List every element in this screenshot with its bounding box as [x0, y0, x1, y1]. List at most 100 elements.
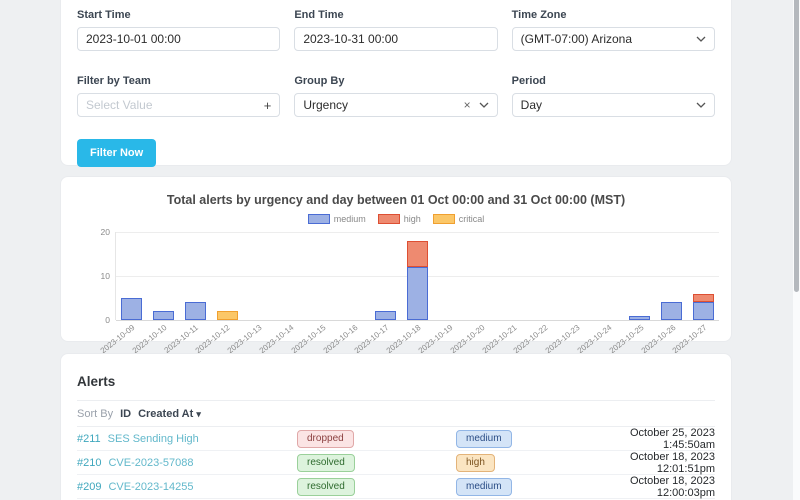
bar-slot: [592, 232, 624, 320]
start-time-input[interactable]: [77, 27, 281, 51]
filter-panel: Start Time End Time Time Zone (GMT-07:00…: [60, 0, 732, 167]
chart-title: Total alerts by urgency and day between …: [166, 193, 626, 207]
bar-segment-medium[interactable]: [660, 302, 682, 320]
group-by-value: Urgency: [303, 98, 349, 112]
stacked-bar-2023-10-10[interactable]: [153, 311, 175, 320]
bar-slot: [560, 232, 592, 320]
bar-segment-medium[interactable]: [407, 267, 428, 320]
alerts-panel: Alerts Sort By ID Created At ▾ #211 SES S…: [60, 353, 732, 500]
sort-option-id[interactable]: ID: [120, 407, 132, 420]
team-multiselect[interactable]: Select Value +: [77, 93, 281, 117]
stacked-bar-2023-10-11[interactable]: [184, 302, 206, 320]
time-zone-select[interactable]: (GMT-07:00) Arizona: [511, 27, 715, 51]
legend-item-high[interactable]: high: [377, 214, 421, 224]
x-axis-slot: 2023-10-27: [671, 320, 719, 355]
bar-slots: [116, 232, 719, 320]
alert-status-cell: resolved: [297, 477, 456, 496]
y-axis-tick-label: 20: [100, 227, 110, 237]
bar-slot: [275, 232, 307, 320]
bar-slot: [465, 232, 497, 320]
scrollbar-thumb[interactable]: [794, 0, 799, 292]
alert-urgency-cell: medium: [456, 477, 616, 496]
period-value: Day: [520, 98, 542, 112]
bar-slot: [402, 232, 434, 320]
alert-id-cell: #210 CVE-2023-57088: [77, 457, 297, 469]
bar-slot: [655, 232, 687, 320]
alert-id-link[interactable]: #210: [77, 456, 102, 469]
sort-caret-icon: ▾: [196, 408, 201, 419]
legend-label: medium: [333, 214, 366, 224]
legend-item-critical[interactable]: critical: [432, 214, 484, 224]
alert-row: #210 CVE-2023-57088 resolved high October 18…: [77, 451, 715, 475]
stacked-bar-2023-10-09[interactable]: [121, 298, 143, 320]
end-time-label: End Time: [294, 9, 344, 21]
start-time-label: Start Time: [77, 9, 131, 21]
bar-slot: [243, 232, 275, 320]
legend-swatch-icon: [377, 214, 400, 224]
legend-item-medium[interactable]: medium: [307, 214, 366, 224]
start-time-field: Start Time: [77, 9, 281, 51]
alert-id-link[interactable]: #209: [77, 480, 102, 493]
bar-segment-medium[interactable]: [153, 311, 175, 320]
y-axis-tick-label: 0: [105, 315, 110, 325]
stacked-bar-2023-10-26[interactable]: [660, 302, 682, 320]
urgency-badge: high: [456, 453, 495, 472]
period-field: Period Day: [511, 75, 715, 117]
alert-title-link[interactable]: CVE-2023-14255: [108, 480, 194, 493]
stacked-bar-2023-10-25[interactable]: [629, 315, 651, 320]
stacked-bar-2023-10-27[interactable]: [692, 293, 714, 320]
alert-title-link[interactable]: CVE-2023-57088: [108, 456, 194, 469]
legend-label: high: [403, 214, 421, 224]
filter-now-button[interactable]: Filter Now: [77, 139, 157, 167]
end-time-input[interactable]: [294, 27, 498, 51]
alerts-heading: Alerts: [77, 374, 715, 401]
clear-icon[interactable]: ×: [463, 98, 471, 112]
period-label: Period: [511, 75, 546, 87]
bar-slot: [179, 232, 211, 320]
bar-slot: [370, 232, 402, 320]
group-by-select[interactable]: Urgency ×: [294, 93, 498, 117]
bar-segment-high[interactable]: [692, 293, 714, 303]
stacked-bar-2023-10-12[interactable]: [216, 311, 238, 320]
scrollbar-track: [793, 0, 800, 500]
bar-segment-medium[interactable]: [629, 315, 651, 320]
period-select[interactable]: Day: [511, 93, 715, 117]
group-by-label: Group By: [294, 75, 345, 87]
bar-segment-medium[interactable]: [121, 298, 143, 320]
end-time-field: End Time: [294, 9, 498, 51]
bar-segment-medium[interactable]: [375, 311, 397, 320]
alert-title-link[interactable]: SES Sending High: [107, 432, 199, 445]
y-axis-tick-label: 10: [100, 271, 110, 281]
bar-slot: [306, 232, 338, 320]
alert-id-link[interactable]: #211: [77, 432, 101, 445]
bar-slot: [338, 232, 370, 320]
alert-urgency-cell: medium: [456, 429, 616, 448]
bar-slot: [497, 232, 529, 320]
filter-by-team-label: Filter by Team: [77, 75, 151, 87]
stacked-bar-2023-10-17[interactable]: [375, 311, 397, 320]
urgency-badge: medium: [456, 477, 512, 496]
status-badge: dropped: [297, 429, 354, 448]
time-zone-field: Time Zone (GMT-07:00) Arizona: [511, 9, 715, 51]
chevron-down-icon: [696, 36, 706, 42]
gridline: [116, 232, 719, 233]
status-badge: resolved: [297, 477, 355, 496]
bar-segment-high[interactable]: [407, 240, 428, 268]
bar-slot: [624, 232, 656, 320]
sort-option-created-at[interactable]: Created At ▾: [138, 407, 201, 420]
chevron-down-icon: [696, 102, 706, 108]
bar-slot: [529, 232, 561, 320]
add-icon[interactable]: +: [263, 97, 272, 113]
bar-segment-medium[interactable]: [184, 302, 206, 320]
bar-segment-medium[interactable]: [692, 302, 714, 320]
stacked-bar-2023-10-18[interactable]: [407, 240, 428, 320]
chart-legend: medium high critical: [61, 214, 731, 224]
urgency-badge: medium: [456, 429, 512, 448]
legend-swatch-icon: [307, 214, 330, 224]
filter-by-team-field: Filter by Team Select Value +: [77, 75, 281, 117]
bar-segment-critical[interactable]: [216, 311, 238, 320]
sort-by-label: Sort By: [77, 407, 114, 420]
alert-id-cell: #211 SES Sending High: [77, 433, 297, 445]
chevron-down-icon: [479, 102, 489, 108]
bar-slot: [211, 232, 243, 320]
